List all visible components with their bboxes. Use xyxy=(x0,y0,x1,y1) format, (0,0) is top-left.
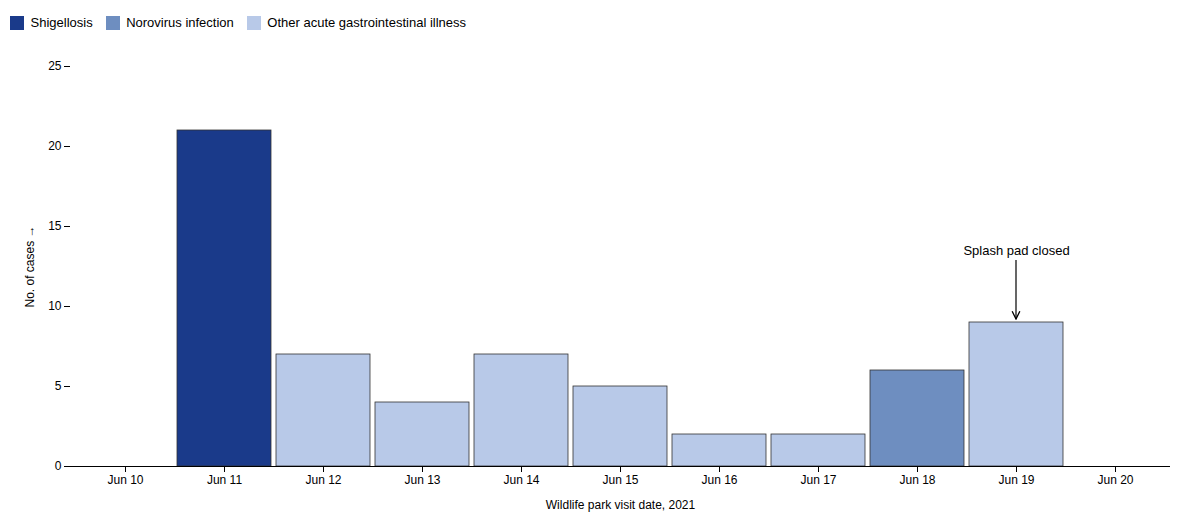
svg-text:15: 15 xyxy=(48,219,62,233)
svg-text:0: 0 xyxy=(55,459,62,473)
svg-text:Jun 11: Jun 11 xyxy=(207,473,242,487)
svg-text:Splash pad closed: Splash pad closed xyxy=(963,242,1069,257)
html-text:Norovirus infection: Norovirus infection xyxy=(126,15,234,30)
svg-text:Jun 12: Jun 12 xyxy=(305,473,341,487)
svg-text:Jun 19: Jun 19 xyxy=(998,473,1034,487)
svg-text:Jun 18: Jun 18 xyxy=(899,473,935,487)
html-text:Shigellosis: Shigellosis xyxy=(30,15,93,30)
svg-text:Jun 20: Jun 20 xyxy=(1097,473,1133,487)
svg-text:Jun 13: Jun 13 xyxy=(404,473,440,487)
svg-text:Jun 15: Jun 15 xyxy=(602,473,638,487)
svg-text:Jun 16: Jun 16 xyxy=(701,473,737,487)
svg-text:Wildlife park visit date, 2021: Wildlife park visit date, 2021 xyxy=(546,497,696,511)
html-text:Other acute gastrointestinal i: Other acute gastrointestinal illness xyxy=(267,15,466,30)
svg-text:No. of cases →: No. of cases → xyxy=(23,225,37,307)
svg-text:20: 20 xyxy=(48,139,62,153)
svg-text:Jun 17: Jun 17 xyxy=(800,473,836,487)
svg-text:5: 5 xyxy=(55,379,62,393)
svg-text:10: 10 xyxy=(48,299,62,313)
svg-text:Jun 10: Jun 10 xyxy=(107,473,143,487)
svg-text:Jun 14: Jun 14 xyxy=(503,473,539,487)
svg-text:25: 25 xyxy=(48,59,62,73)
